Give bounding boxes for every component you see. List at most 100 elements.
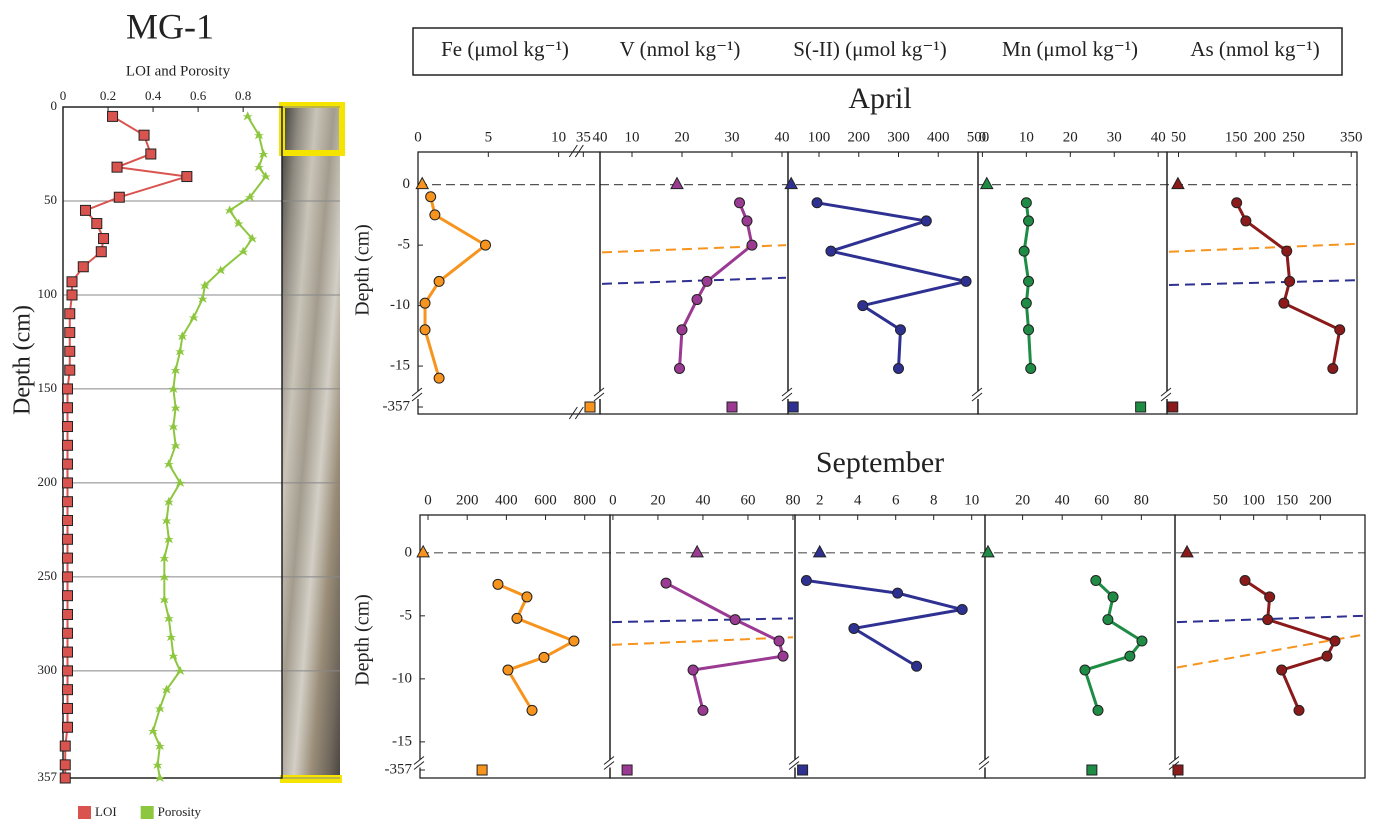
y-tick-label: 0	[51, 98, 58, 113]
deep-point	[78, 262, 88, 272]
deep-point	[585, 402, 595, 412]
deep-point	[65, 328, 75, 338]
data-point	[801, 576, 811, 586]
deep-point	[727, 402, 737, 412]
x-tick-label: 40	[775, 129, 790, 145]
x-tick-label: 200	[1309, 492, 1332, 508]
deep-point	[788, 402, 798, 412]
series-line	[817, 203, 966, 369]
deep-point	[63, 534, 73, 544]
data-point	[849, 623, 859, 633]
x-tick-label: 100	[808, 129, 831, 145]
row-title: September	[816, 446, 944, 479]
deep-point	[477, 765, 487, 775]
data-point	[1093, 705, 1103, 715]
chart-subtitle: LOI and Porosity	[126, 63, 231, 79]
y-tick-label: 150	[38, 380, 58, 395]
deep-point	[182, 172, 192, 182]
data-point	[893, 588, 903, 598]
data-point	[1241, 216, 1251, 226]
x-tick-label: 0	[414, 129, 422, 145]
data-point	[912, 661, 922, 671]
y-tick-label: 0	[405, 544, 413, 560]
data-point	[1125, 651, 1135, 661]
x-tick-label: 40	[1055, 492, 1070, 508]
data-point	[1103, 615, 1113, 625]
data-point	[742, 216, 752, 226]
x-tick-label: 200	[1254, 129, 1277, 145]
y-tick-label: -357	[385, 761, 413, 777]
x-tick-label: 10	[964, 492, 979, 508]
series-line	[153, 116, 266, 778]
deep-point	[1136, 402, 1146, 412]
header-label: Fe (μmol kg⁻¹)	[441, 37, 569, 61]
deep-point	[112, 162, 122, 172]
surface-point	[1181, 546, 1193, 557]
data-point	[702, 276, 712, 286]
data-point	[175, 666, 185, 675]
deep-point	[114, 192, 124, 202]
data-point	[1080, 665, 1090, 675]
x-tick-label: 0	[609, 492, 617, 508]
data-point	[894, 363, 904, 373]
data-point	[1263, 615, 1273, 625]
data-point	[426, 192, 436, 202]
data-point	[677, 325, 687, 335]
x-tick-label: 4	[854, 492, 862, 508]
x-tick-label: 40	[695, 492, 710, 508]
deep-point	[63, 647, 73, 657]
deep-point	[622, 765, 632, 775]
deep-point	[99, 234, 109, 244]
x-tick-label: 80	[785, 492, 800, 508]
reference-line	[602, 278, 786, 284]
data-point	[1282, 246, 1292, 256]
y-axis-label: Depth (cm)	[10, 305, 36, 415]
axis-break	[569, 407, 583, 419]
y-tick-label: -15	[392, 733, 412, 749]
panel-frame	[985, 515, 1175, 778]
data-point	[1108, 592, 1118, 602]
deep-point	[63, 422, 73, 432]
data-point	[527, 705, 537, 715]
data-point	[692, 295, 702, 305]
data-point	[1137, 636, 1147, 646]
x-tick-label: 200	[848, 129, 871, 145]
data-point	[688, 665, 698, 675]
x-tick-label: 0	[60, 88, 67, 103]
deep-point	[63, 516, 73, 526]
deep-point	[63, 440, 73, 450]
data-point	[493, 579, 503, 589]
y-tick-label: -10	[392, 670, 412, 686]
y-tick-label: -10	[390, 297, 410, 313]
data-point	[921, 216, 931, 226]
x-tick-label: 40	[593, 129, 608, 145]
data-point	[735, 198, 745, 208]
x-tick-label: 20	[1063, 129, 1078, 145]
y-tick-label: 300	[38, 662, 58, 677]
y-tick-label: 100	[38, 286, 58, 301]
panel-frame	[788, 152, 978, 414]
data-point	[747, 240, 757, 250]
reference-line	[602, 245, 786, 252]
surface-point	[691, 546, 703, 557]
deep-point	[63, 572, 73, 582]
deep-point	[1168, 402, 1178, 412]
surface-point	[814, 546, 826, 557]
x-tick-label: 35	[576, 129, 591, 145]
y-tick-label: -5	[400, 607, 413, 623]
panel-frame	[600, 152, 788, 414]
reference-line	[1169, 244, 1355, 252]
data-point	[1021, 298, 1031, 308]
x-tick-label: 100	[1242, 492, 1265, 508]
deep-point	[65, 365, 75, 375]
data-point	[243, 111, 253, 120]
reference-line	[612, 618, 793, 622]
deep-point	[63, 609, 73, 619]
x-tick-label: 250	[1282, 129, 1305, 145]
x-tick-label: 80	[1134, 492, 1149, 508]
x-tick-label: 20	[1015, 492, 1030, 508]
y-tick-label: -5	[398, 237, 411, 253]
data-point	[1322, 651, 1332, 661]
x-tick-label: 350	[1340, 129, 1363, 145]
deep-point	[60, 760, 70, 770]
